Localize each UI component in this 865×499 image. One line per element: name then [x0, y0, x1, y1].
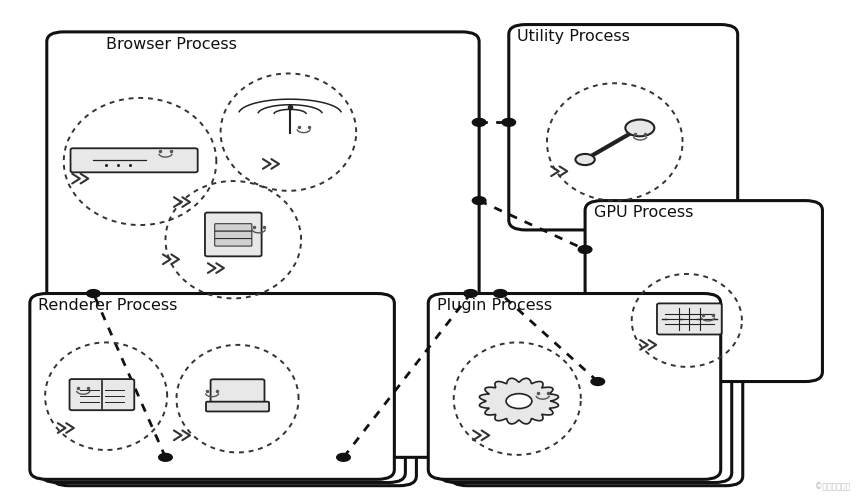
FancyBboxPatch shape: [52, 300, 416, 486]
Text: Renderer Process: Renderer Process: [38, 298, 177, 313]
FancyBboxPatch shape: [585, 201, 823, 382]
Circle shape: [472, 197, 486, 205]
FancyBboxPatch shape: [657, 303, 721, 334]
FancyBboxPatch shape: [47, 32, 479, 457]
FancyBboxPatch shape: [29, 293, 394, 480]
FancyBboxPatch shape: [41, 297, 406, 483]
FancyBboxPatch shape: [71, 148, 198, 172]
FancyBboxPatch shape: [509, 24, 738, 230]
FancyBboxPatch shape: [215, 224, 252, 231]
Text: Browser Process: Browser Process: [106, 37, 237, 52]
Circle shape: [625, 120, 654, 136]
Circle shape: [158, 454, 172, 461]
Circle shape: [502, 118, 516, 126]
Circle shape: [86, 289, 100, 297]
Circle shape: [494, 289, 507, 297]
FancyBboxPatch shape: [439, 297, 732, 483]
Polygon shape: [479, 378, 559, 424]
FancyBboxPatch shape: [215, 239, 252, 246]
Circle shape: [472, 118, 486, 126]
Circle shape: [579, 246, 592, 253]
FancyBboxPatch shape: [69, 379, 134, 410]
FancyBboxPatch shape: [428, 293, 721, 480]
Text: Utility Process: Utility Process: [517, 29, 630, 44]
Circle shape: [464, 289, 477, 297]
Circle shape: [591, 378, 605, 385]
Text: GPU Process: GPU Process: [593, 206, 693, 221]
FancyBboxPatch shape: [206, 402, 269, 412]
Circle shape: [575, 154, 595, 165]
FancyBboxPatch shape: [215, 231, 252, 239]
Text: ©掘金技术社区: ©掘金技术社区: [815, 483, 850, 492]
FancyBboxPatch shape: [205, 213, 261, 256]
FancyBboxPatch shape: [451, 300, 743, 486]
Circle shape: [506, 394, 532, 409]
Circle shape: [336, 454, 350, 461]
Text: Plugin Process: Plugin Process: [437, 298, 552, 313]
FancyBboxPatch shape: [210, 379, 265, 404]
